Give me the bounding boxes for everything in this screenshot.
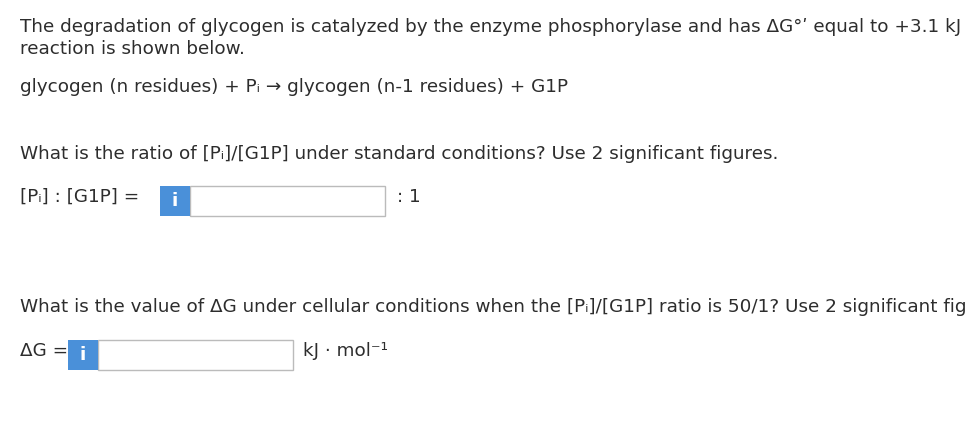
FancyBboxPatch shape: [190, 186, 385, 216]
FancyBboxPatch shape: [98, 340, 293, 370]
Text: [Pᵢ] : [G1P] =: [Pᵢ] : [G1P] =: [20, 188, 145, 206]
Text: reaction is shown below.: reaction is shown below.: [20, 40, 245, 58]
Text: glycogen (n residues) + Pᵢ → glycogen (n-1 residues) + G1P: glycogen (n residues) + Pᵢ → glycogen (n…: [20, 78, 568, 96]
FancyBboxPatch shape: [160, 186, 190, 216]
Text: What is the value of ΔG under cellular conditions when the [Pᵢ]/[G1P] ratio is 5: What is the value of ΔG under cellular c…: [20, 298, 965, 316]
FancyBboxPatch shape: [68, 340, 98, 370]
Text: kJ · mol⁻¹: kJ · mol⁻¹: [303, 342, 388, 360]
Text: : 1: : 1: [397, 188, 421, 206]
Text: What is the ratio of [Pᵢ]/[G1P] under standard conditions? Use 2 significant fig: What is the ratio of [Pᵢ]/[G1P] under st…: [20, 145, 779, 163]
Text: ΔG =: ΔG =: [20, 342, 74, 360]
Text: The degradation of glycogen is catalyzed by the enzyme phosphorylase and has ΔG°: The degradation of glycogen is catalyzed…: [20, 18, 965, 36]
Text: i: i: [172, 192, 179, 210]
Text: i: i: [80, 346, 86, 364]
